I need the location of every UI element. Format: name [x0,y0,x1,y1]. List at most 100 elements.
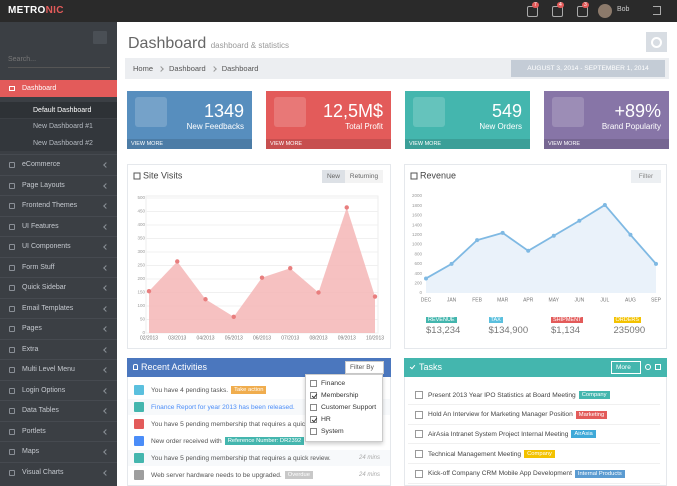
view-more[interactable]: VIEW MORE [544,139,669,149]
menu-icon [9,408,15,414]
view-more[interactable]: VIEW MORE [127,139,252,149]
task-checkbox[interactable] [415,450,423,459]
menu-item[interactable]: UI Features [0,215,117,236]
activity-row[interactable]: New order received with Reference Number:… [151,433,383,449]
task-row[interactable]: Kick-off Company CRM Mobile App Developm… [428,465,653,483]
summary-label: SHIPMENT [551,316,591,324]
menu-label: Pages [22,325,42,332]
x-tick-label: 07/2013 [281,335,299,341]
menu-item[interactable]: UI Components [0,236,117,256]
view-more[interactable]: VIEW MORE [405,139,530,149]
task-checkbox[interactable] [415,469,423,478]
y-tick-label: 350 [137,236,145,241]
submenu-item[interactable]: New Dashboard #2 [0,135,117,151]
task-divider [408,482,660,484]
menu-item[interactable]: eCommerce [0,154,117,174]
stat-tile[interactable]: 549 New Orders VIEW MORE [405,91,530,149]
summary-label: REVENUE [426,316,466,324]
task-row[interactable]: Technical Management Meeting Company [428,445,653,463]
menu-item[interactable]: Frontend Themes [0,195,117,215]
menu-item-active[interactable]: Dashboard [0,80,117,97]
date-range-button[interactable]: AUGUST 3, 2014 - SEPTEMBER 1, 2014 [511,60,665,77]
submenu-item[interactable]: New Dashboard #1 [0,118,117,135]
logo-main: METRO [8,5,46,16]
x-tick-label: 06/2013 [253,335,271,341]
menu-item[interactable]: Pages [0,318,117,338]
submenu-item[interactable]: Default Dashboard [0,102,117,118]
user-name[interactable]: Bob [617,6,630,13]
stat-tile[interactable]: 12,5M$ Total Profit VIEW MORE [266,91,391,149]
task-divider [408,463,660,465]
filter-button[interactable]: Filter [631,170,661,183]
chart-title: Site Visits [143,170,183,180]
task-checkbox[interactable] [415,430,423,439]
menu-icon [9,162,15,168]
task-divider [408,404,660,405]
tab-button[interactable]: New [322,170,345,183]
crumb[interactable]: Dashboard [169,64,206,73]
filter-by-button[interactable]: Filter By [345,361,384,374]
tab-button[interactable]: Returning [345,170,383,183]
logout-icon[interactable] [653,6,661,15]
filter-option[interactable]: Finance [321,380,346,387]
task-row[interactable]: Hold An Interview for Marketing Manager … [428,406,653,424]
activity-tag: Take action [231,386,267,394]
checkbox[interactable] [310,416,317,423]
menu-icon [9,367,15,373]
task-checkbox[interactable] [415,410,423,419]
filter-option[interactable]: Customer Support [321,404,377,411]
stat-tile[interactable]: 1349 New Feedbacks VIEW MORE [127,91,252,149]
menu-item[interactable]: Page Layouts [0,174,117,195]
menu-item[interactable]: Maps [0,441,117,461]
sidebar: Search... Dashboard Default Dashboard New… [0,22,117,486]
x-tick-label: FEB [472,297,482,303]
menu-item[interactable]: Email Templates [0,297,117,318]
y-tick-label: 200 [414,280,422,285]
menu-item[interactable]: Data Tables [0,400,117,420]
menu-item[interactable]: Visual Charts [0,461,117,482]
task-row[interactable]: Present 2013 Year IPO Statistics at Boar… [428,386,653,404]
activity-row[interactable]: Finance Report for year 2013 has been re… [151,399,383,415]
more-button[interactable]: More [611,361,641,374]
crumb[interactable]: Dashboard [221,64,259,73]
crumb[interactable]: Home [133,64,154,73]
menu-item[interactable]: Portlets [0,420,117,441]
tile-label: Total Profit [345,122,383,131]
activity-row[interactable]: Web server hardware needs to be upgraded… [151,467,383,483]
checkbox[interactable] [310,404,317,411]
task-checkbox[interactable] [415,391,423,399]
activity-row[interactable]: You have 5 pending membership that requi… [151,416,383,432]
filter-option[interactable]: Membership [321,392,359,399]
stat-tile[interactable]: +89% Brand Popularity VIEW MORE [544,91,669,149]
filter-option[interactable]: System [321,428,344,435]
search-box[interactable]: Search... [8,54,110,68]
menu-item[interactable]: Extra [0,338,117,359]
menu-item[interactable]: Multi Level Menu [0,359,117,379]
avatar[interactable] [598,4,612,18]
y-tick-label: 600 [414,261,422,266]
wrench-icon[interactable] [645,364,651,370]
menu-item[interactable]: Quick Sidebar [0,277,117,297]
checkbox[interactable] [310,428,317,435]
activity-row[interactable]: You have 4 pending tasks. Take action [151,382,383,398]
filter-option[interactable]: HR [321,416,331,423]
menu-icon [9,244,15,250]
summary-label: TAX [488,316,529,324]
tile-label: Brand Popularity [601,122,661,131]
menu-item[interactable]: Form Stuff [0,256,117,277]
task-row[interactable]: AirAsia Intranet System Project Internal… [428,425,653,443]
activity-row[interactable]: You have 5 pending membership that requi… [151,450,383,466]
menu-item[interactable]: Login Options [0,379,117,400]
title: Dashboard [128,35,207,52]
settings-button[interactable] [646,32,667,52]
checkbox[interactable] [310,392,317,399]
expand-icon[interactable] [655,364,661,370]
filter-dropdown [305,374,383,442]
badge: 3 [582,2,589,8]
menu-toggler[interactable] [93,31,107,44]
view-more[interactable]: VIEW MORE [266,139,391,149]
task-text: Kick-off Company CRM Mobile App Developm… [428,470,572,478]
checkbox[interactable] [310,380,317,387]
logo[interactable]: METRONIC [8,5,64,16]
